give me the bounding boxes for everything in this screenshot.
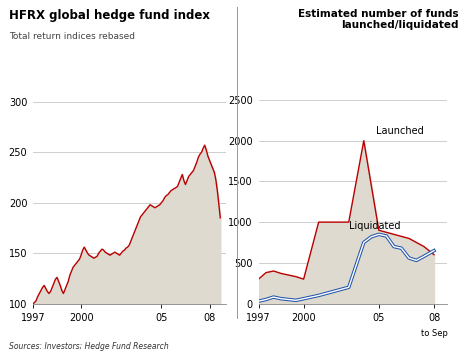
Text: HFRX global hedge fund index: HFRX global hedge fund index: [9, 9, 211, 22]
Text: Estimated number of funds
launched/liquidated: Estimated number of funds launched/liqui…: [298, 9, 458, 30]
Text: to Sep: to Sep: [421, 329, 447, 337]
Text: Liquidated: Liquidated: [349, 221, 400, 231]
Text: Launched: Launched: [376, 126, 423, 136]
Text: Total return indices rebased: Total return indices rebased: [9, 32, 135, 41]
Text: Sources: Investors; Hedge Fund Research: Sources: Investors; Hedge Fund Research: [9, 342, 169, 351]
